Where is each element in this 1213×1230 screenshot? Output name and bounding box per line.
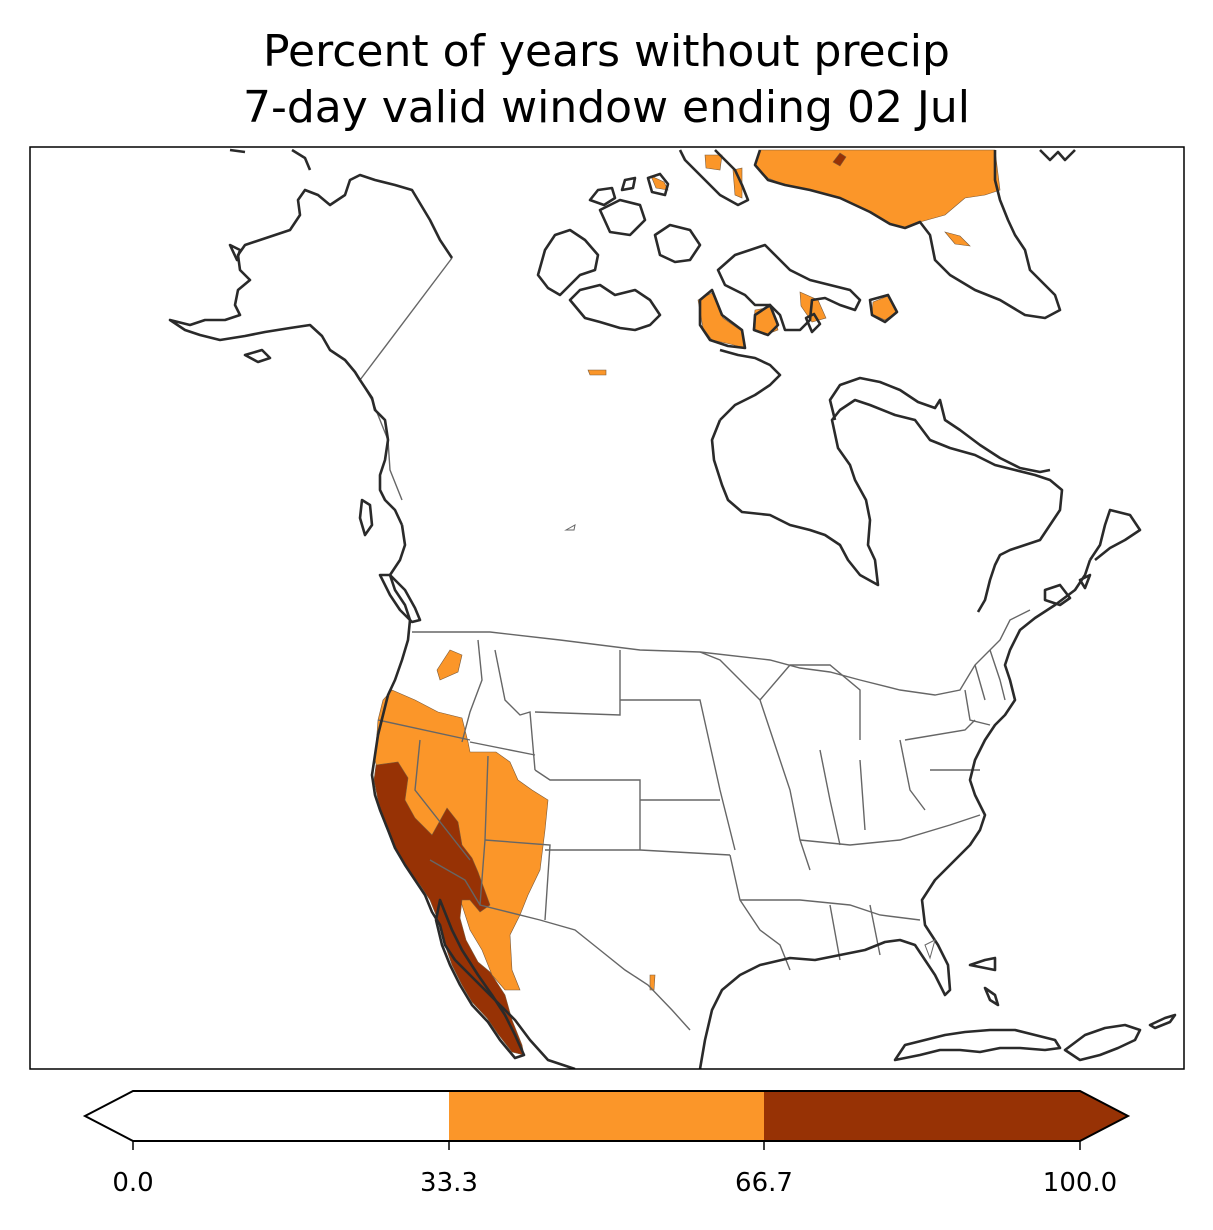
colorbar-bin-0 (133, 1091, 449, 1141)
arctic-island-4 (598, 198, 647, 237)
midwest-borders (819, 739, 926, 846)
colorbar-extend-right (1080, 1091, 1128, 1141)
caribbean-hispaniola (1063, 1023, 1142, 1062)
arctic-island-10 (804, 312, 822, 334)
newfoundland (1043, 573, 1092, 607)
arctic-island-1 (536, 228, 600, 297)
id-mt-border (494, 649, 536, 771)
map-title-line-1: Percent of years without precip (263, 26, 950, 77)
map-frame (29, 146, 1185, 1070)
coastlines (168, 148, 1177, 1069)
new-england-borders (974, 649, 1006, 701)
shade-greenland-island-orange (944, 231, 971, 247)
colorbar (82, 1090, 1131, 1150)
id-nv-ut-border (469, 741, 536, 756)
us-canada-border (412, 609, 1031, 696)
wa-id-border (461, 639, 483, 743)
arctic-island-3 (653, 223, 702, 264)
shaded-areas (373, 149, 1001, 1056)
us-mexico-border (429, 859, 691, 1031)
arctic-island-7 (716, 243, 862, 332)
shade-arctic-orange-3 (650, 175, 669, 191)
hudson-bay-west (719, 348, 782, 421)
colorbar-bin-1 (449, 1091, 764, 1141)
arctic-island-2 (568, 283, 662, 332)
wy-co-border (534, 769, 641, 850)
great-lakes-borders (759, 664, 861, 740)
caribbean-puerto-rico (1148, 1013, 1177, 1030)
political-borders (359, 257, 1031, 1031)
arctic-island-5 (588, 186, 617, 207)
canada-east-coast (1088, 508, 1142, 562)
mt-wy-nd-border (534, 650, 621, 716)
baffin-island (828, 376, 1051, 474)
arctic-island-6 (698, 288, 747, 350)
arctic-island-12 (646, 172, 670, 197)
colorbar-extend-left (85, 1091, 133, 1141)
shade-greenland-brown (832, 152, 847, 167)
greenland-coast (753, 149, 1062, 320)
alaska-canada-border (359, 257, 453, 381)
shade-idaho-orange (436, 649, 463, 681)
alaska-coast (168, 173, 454, 526)
hudson-bay (710, 398, 1064, 613)
shade-southwest-brown (373, 761, 525, 1056)
shade-texas-orange (649, 974, 656, 991)
dakotas-east-border (620, 699, 736, 851)
arctic-island-8 (752, 303, 780, 337)
colorbar-tick-label-1: 33.3 (420, 1168, 478, 1198)
ca-nv-border (414, 739, 471, 861)
colorbar-tick-label-0: 0.0 (112, 1168, 154, 1198)
map-title-line-2: 7-day valid window ending 02 Jul (242, 82, 971, 133)
tn-nc-border (799, 814, 981, 846)
vancouver-island (378, 573, 422, 624)
colorbar-tick-label-2: 66.7 (735, 1168, 793, 1198)
co-nm-ok-border (545, 849, 731, 856)
bahamas (968, 956, 1000, 1007)
colorbar-tick-label-3: 100.0 (1042, 1168, 1118, 1198)
arctic-island-14 (229, 148, 1076, 171)
colorbar-bin-2 (764, 1091, 1080, 1141)
shade-arctic-orange-8 (587, 369, 607, 376)
pacific-northwest-coast (370, 524, 576, 1069)
az-nm-border (484, 839, 551, 921)
arctic-island-13 (620, 176, 637, 192)
ok-tx-ar-border (729, 854, 791, 971)
al-ga-borders (829, 904, 881, 961)
caribbean-cuba (893, 1028, 1062, 1062)
gulf-mexico-coast (698, 559, 1092, 1069)
shade-arctic-orange-2 (732, 167, 743, 199)
haida-gwaii (358, 498, 374, 537)
minor-outlines (564, 524, 936, 960)
arctic-island-9 (868, 293, 899, 324)
baja-coast (434, 898, 526, 1060)
arctic-island-11 (678, 149, 750, 207)
map-panel (30, 147, 1184, 1069)
or-ca-border (377, 719, 471, 741)
shade-arctic-orange-1 (704, 154, 723, 171)
aleutian-islands (228, 243, 272, 364)
southern-border (740, 899, 921, 921)
